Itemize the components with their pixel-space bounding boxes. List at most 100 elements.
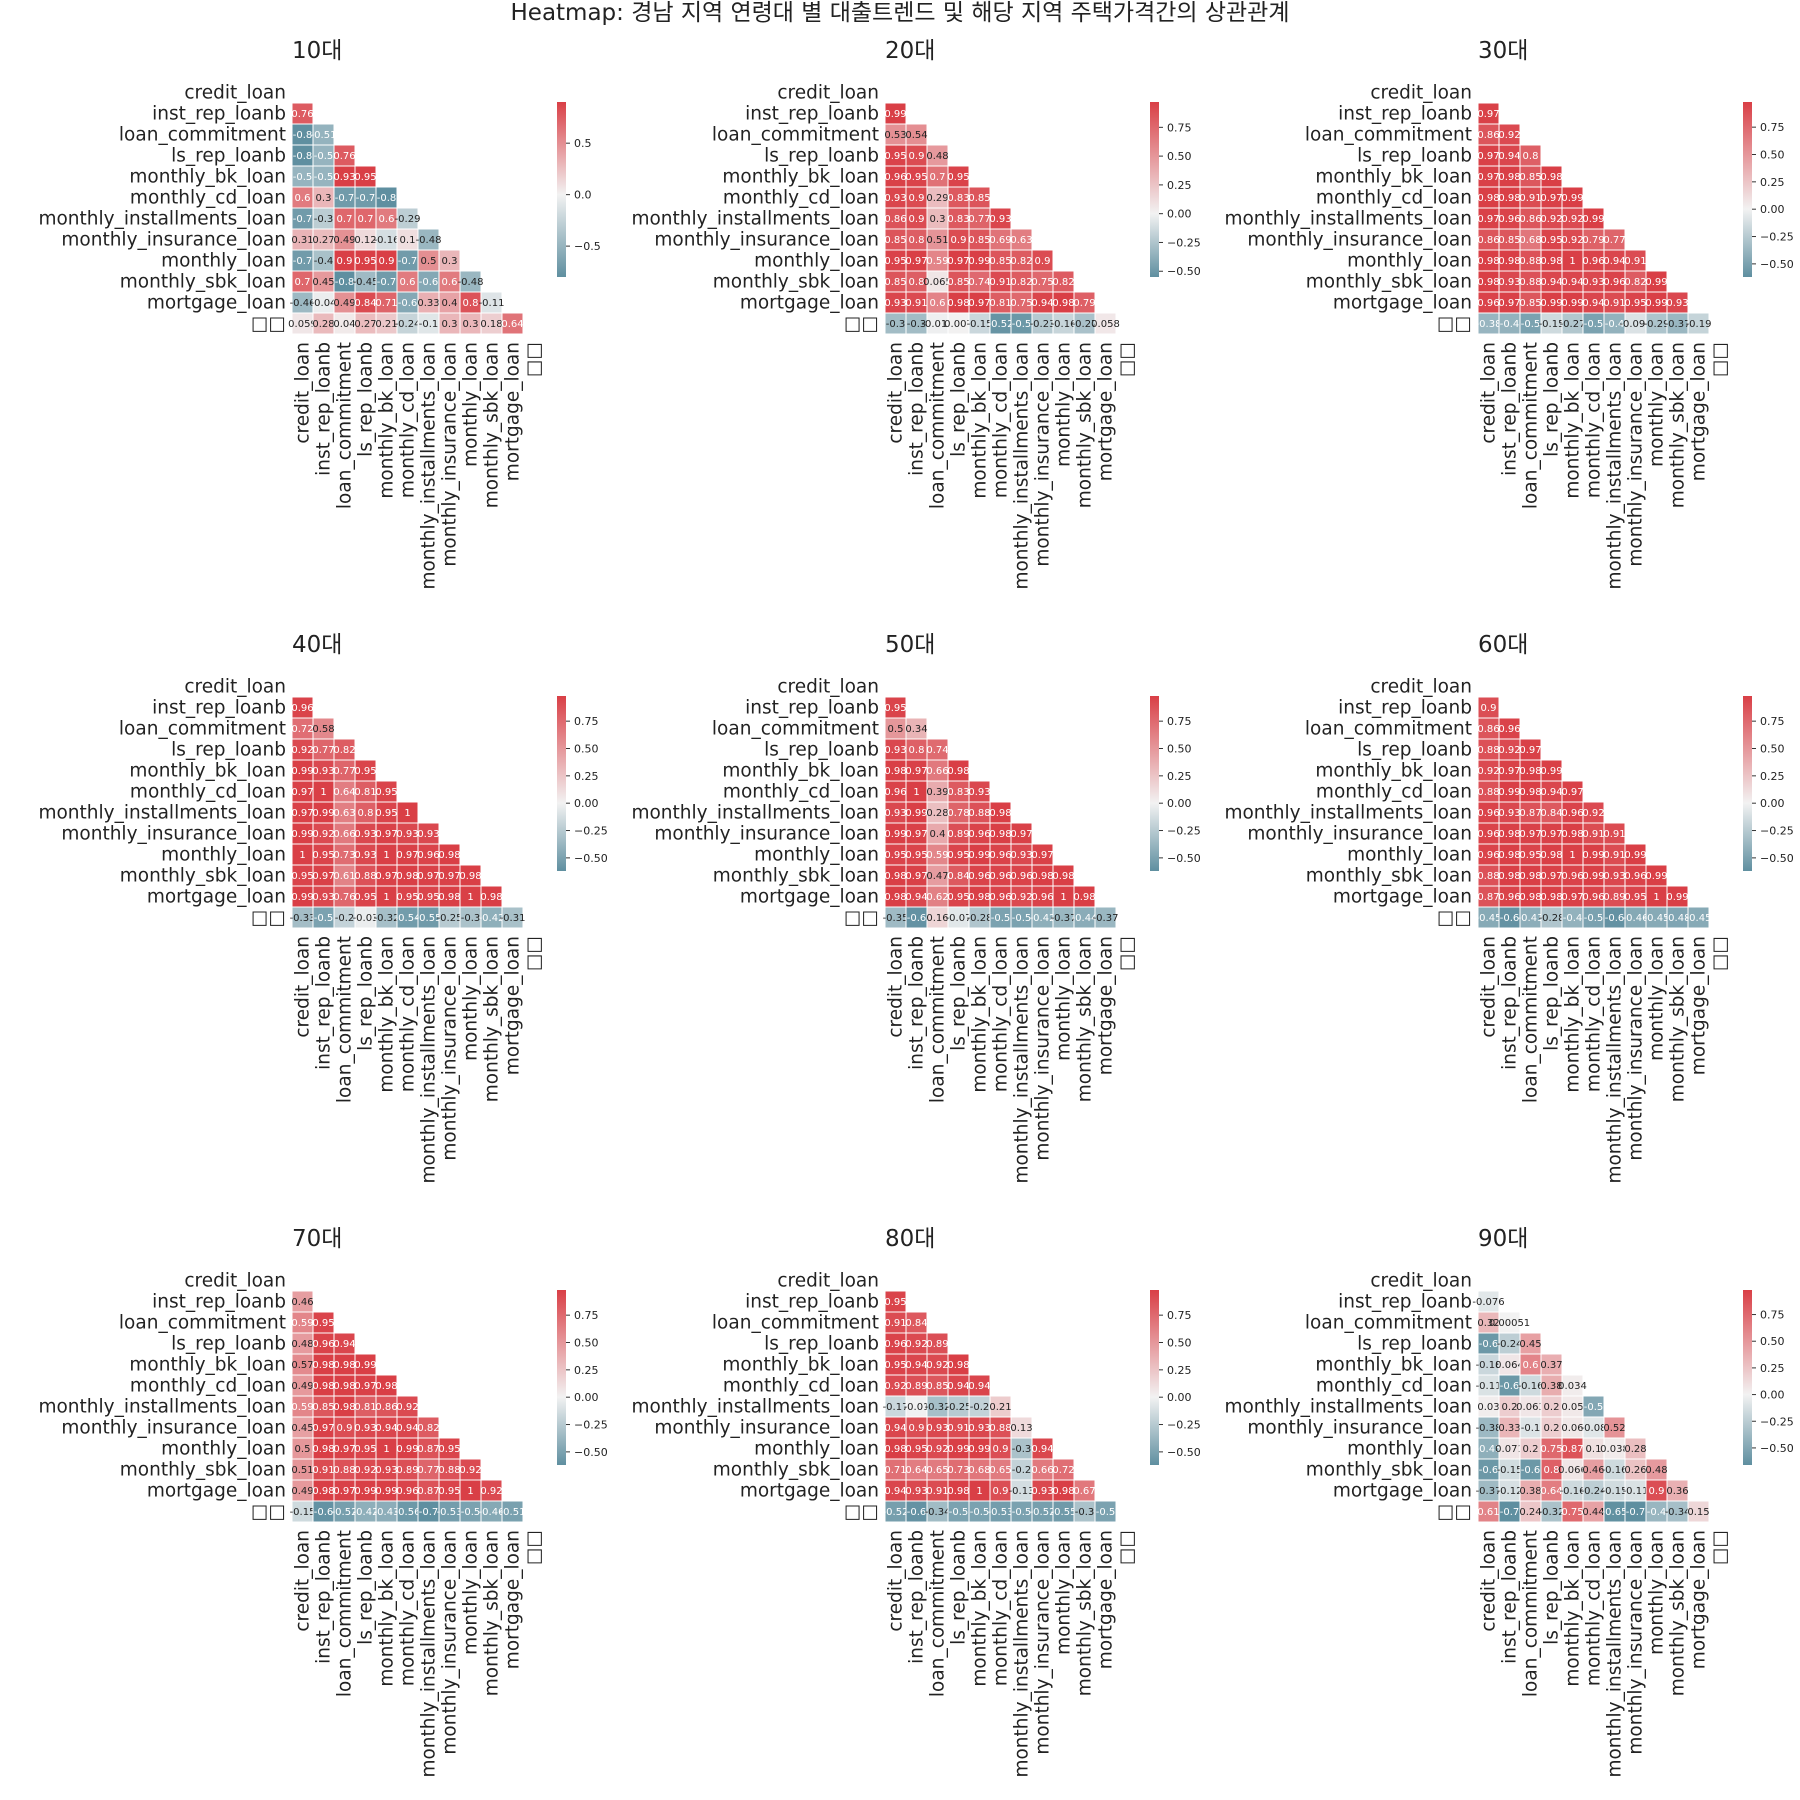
colorbar-tick-label: 0.75 — [1167, 121, 1192, 134]
cell-annotation: 0.94 — [1603, 256, 1625, 267]
y-tick-label: ls_rep_loanb — [764, 1334, 879, 1355]
x-tick-label: monthly_loan — [461, 936, 482, 1061]
cell-annotation: 0.88 — [968, 808, 990, 819]
figure-title: Heatmap: 경남 지역 연령대 별 대출트렌드 및 해당 지역 주택가격간… — [511, 0, 1290, 26]
cell-annotation: -0.3 — [1075, 1507, 1095, 1518]
cell-annotation: 0.48 — [926, 151, 948, 162]
x-tick-label: ls_rep_loanb — [356, 342, 377, 457]
cell-annotation: 0.4 — [930, 829, 946, 840]
heatmap-cell — [501, 906, 524, 929]
cell-annotation: 0.94 — [905, 892, 927, 903]
cell-annotation: 0.04 — [333, 319, 355, 330]
cell-annotation: 0.92 — [905, 1339, 927, 1350]
cell-annotation: 0.77 — [968, 214, 990, 225]
x-tick-label: credit_loan — [886, 1530, 907, 1632]
y-tick-label: monthly_loan — [161, 251, 286, 272]
cell-annotation: -0.55 — [1051, 1507, 1077, 1518]
cell-annotation: -0.32 — [374, 913, 400, 924]
cell-annotation: 0.91 — [926, 1486, 948, 1497]
cell-annotation: -0.55 — [416, 913, 442, 924]
cell-annotation: 0.98 — [1540, 892, 1562, 903]
cell-annotation: 0.93 — [333, 172, 355, 183]
y-tick-label: monthly_sbk_loan — [1306, 272, 1472, 293]
x-tick-label: monthly_bk_loan — [1563, 936, 1584, 1093]
cell-annotation: 0.98 — [947, 298, 969, 309]
cell-annotation: 0.63 — [1010, 235, 1032, 246]
cell-annotation: -0.45 — [1476, 913, 1502, 924]
x-tick-label: monthly_installments_loan — [1605, 936, 1626, 1184]
cell-annotation: 0.99 — [1624, 850, 1646, 861]
heatmap-panel: 90대credit_loaninst_rep_loanbloan_commitm… — [1224, 1226, 1793, 1778]
colorbar-tick-label: 0.0 — [574, 189, 592, 202]
x-tick-label: monthly_bk_loan — [377, 1530, 398, 1687]
cell-annotation: 0.93 — [884, 745, 906, 756]
cell-annotation: 0.98 — [1519, 766, 1541, 777]
cell-annotation: 0.81 — [354, 787, 376, 798]
cell-annotation: 0.75 — [1010, 298, 1032, 309]
colorbar-tick-label: −0.25 — [574, 825, 608, 838]
cell-annotation: -0.01 — [904, 1402, 930, 1413]
cell-annotation: 0.063 — [1516, 1402, 1545, 1413]
y-tick-label: ls_rep_loanb — [1357, 1334, 1472, 1355]
colorbar-tick-label: 0.50 — [1167, 150, 1192, 163]
cell-annotation: 0.92 — [312, 829, 334, 840]
cell-annotation: 0.81 — [989, 298, 1011, 309]
colorbar-tick-label: −0.25 — [1760, 825, 1794, 838]
cell-annotation: 0.95 — [354, 256, 376, 267]
cell-annotation: 0.98 — [312, 1360, 334, 1371]
colorbar-tick-label: 0.25 — [1167, 179, 1192, 192]
cell-annotation: -0.17 — [883, 1402, 909, 1413]
cell-annotation: 0.3 — [463, 319, 479, 330]
heatmap-cell — [501, 312, 524, 335]
cell-annotation: 0.95 — [354, 172, 376, 183]
y-tick-label: monthly_sbk_loan — [1306, 1460, 1472, 1481]
cell-annotation: 0.99 — [947, 1444, 969, 1455]
cell-annotation: 0.7 — [358, 214, 374, 225]
cell-annotation: -0.45 — [1644, 913, 1670, 924]
cell-annotation: 0.91 — [1603, 829, 1625, 840]
cell-annotation: -0.5 — [970, 1507, 990, 1518]
cell-annotation: -0.11 — [1476, 1381, 1502, 1392]
cell-annotation: 0.29 — [926, 193, 948, 204]
panel-title: 40대 — [292, 632, 342, 658]
cell-annotation: -0.16 — [1560, 1486, 1586, 1497]
panel-title: 20대 — [885, 38, 935, 64]
cell-annotation: 0.94 — [1031, 1444, 1053, 1455]
cell-annotation: 0.93 — [884, 808, 906, 819]
y-tick-label: inst_rep_loanb — [152, 104, 286, 125]
cell-annotation: -0.6 — [907, 1507, 927, 1518]
heatmap-panel: 50대credit_loaninst_rep_loanbloan_commitm… — [631, 632, 1200, 1184]
cell-annotation: 0.98 — [884, 871, 906, 882]
cell-annotation: 0.96 — [884, 787, 906, 798]
x-tick-label: credit_loan — [293, 342, 314, 444]
x-tick-label: monthly_installments_loan — [1012, 936, 1033, 1184]
y-tick-label: monthly_sbk_loan — [713, 866, 879, 887]
x-tick-label: monthly_bk_loan — [970, 1530, 991, 1687]
cell-annotation: -0.4 — [1647, 1507, 1667, 1518]
cell-annotation: 0.48 — [1645, 1465, 1667, 1476]
cell-annotation: 0.97 — [1477, 151, 1499, 162]
cell-annotation: 0.95 — [1519, 850, 1541, 861]
cell-annotation: 0.98 — [459, 871, 481, 882]
cell-annotation: 0.92 — [1561, 235, 1583, 246]
x-tick-label: monthly_loan — [1054, 1530, 1075, 1655]
cell-annotation: -0.24 — [395, 319, 421, 330]
cell-annotation: 0.92 — [1010, 892, 1032, 903]
cell-annotation: 0.47 — [926, 871, 948, 882]
cell-annotation: -0.13 — [1009, 1486, 1035, 1497]
cell-annotation: 0.21 — [989, 1402, 1011, 1413]
cell-annotation: 0.92 — [1477, 766, 1499, 777]
cell-annotation: 0.24 — [1519, 1507, 1541, 1518]
x-tick-label: □□ — [1117, 936, 1138, 971]
cell-annotation: 0.46 — [291, 1297, 313, 1308]
cell-annotation: 0.7 — [337, 214, 353, 225]
cell-annotation: 0.95 — [947, 892, 969, 903]
cell-annotation: 0.94 — [1582, 298, 1604, 309]
x-tick-label: monthly_bk_loan — [377, 342, 398, 499]
cell-annotation: 0.98 — [438, 850, 460, 861]
cell-annotation: -0.24 — [1581, 1486, 1607, 1497]
cell-annotation: 0.98 — [333, 1360, 355, 1371]
colorbar — [557, 1290, 566, 1465]
cell-annotation: -0.6 — [314, 1507, 334, 1518]
x-tick-label: monthly_cd_loan — [1584, 1530, 1605, 1686]
